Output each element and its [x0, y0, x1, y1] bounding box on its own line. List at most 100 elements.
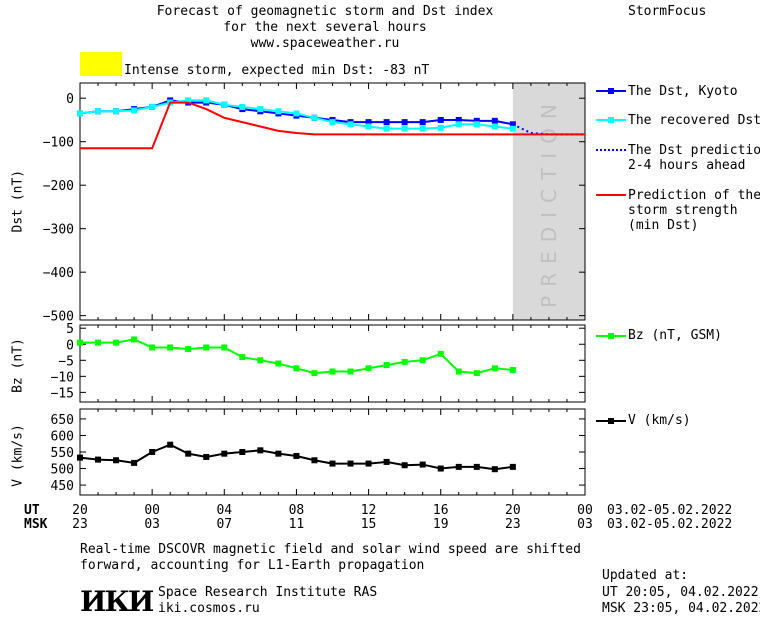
data-point — [275, 108, 282, 115]
ut-axis-label: UT — [24, 503, 40, 518]
data-point — [275, 360, 282, 367]
prediction-band — [512, 83, 585, 320]
legend-dst-prediction-line — [596, 149, 626, 151]
y-tick-label: −15 — [51, 386, 74, 401]
data-point — [365, 119, 372, 126]
dst-ylabel: Dst (nT) — [10, 169, 26, 233]
data-point — [203, 97, 210, 104]
footer-note-line2: forward, accounting for L1-Earth propaga… — [80, 558, 425, 573]
institute-site[interactable]: iki.cosmos.ru — [158, 601, 260, 616]
bz-ylabel: Bz (nT) — [10, 338, 26, 393]
y-tick-label: −300 — [43, 223, 74, 238]
msk-tick-label: 03 — [144, 517, 160, 532]
legend-dst-recovered-line — [596, 119, 626, 121]
data-point — [131, 107, 138, 114]
legend-dst-prediction-2: 2-4 hours ahead — [628, 158, 746, 173]
legend-bz-line — [596, 335, 626, 337]
data-point — [131, 459, 138, 466]
data-point — [257, 357, 264, 364]
data-point — [221, 101, 228, 108]
data-point — [491, 365, 498, 372]
panel-frame — [79, 408, 586, 496]
data-point — [113, 339, 120, 346]
data-point — [365, 460, 372, 467]
data-point — [149, 449, 156, 455]
data-point — [473, 370, 480, 377]
y-tick-label: 550 — [51, 446, 74, 461]
msk-tick-label: 19 — [433, 517, 449, 532]
data-point — [221, 450, 228, 457]
ut-tick-label: 00 — [577, 503, 593, 518]
msk-tick-label: 23 — [505, 517, 521, 532]
y-tick-label: −10 — [51, 370, 74, 385]
v-ylabel: V (km/s) — [10, 424, 26, 487]
data-point — [257, 106, 264, 113]
data-point — [401, 462, 408, 469]
data-point — [365, 123, 372, 130]
data-point — [311, 114, 318, 121]
data-point — [239, 354, 246, 361]
data-point — [113, 108, 120, 115]
y-tick-label: −200 — [43, 179, 74, 194]
msk-tick-label: 03 — [577, 517, 593, 532]
y-tick-label: 0 — [66, 338, 74, 353]
status-swatch — [80, 52, 122, 76]
data-point — [131, 336, 138, 343]
legend-storm-3: (min Dst) — [628, 218, 699, 233]
data-point — [473, 121, 480, 128]
data-point — [149, 103, 156, 110]
ut-tick-label: 08 — [289, 503, 305, 518]
legend-dst-kyoto-line — [596, 90, 626, 92]
data-point — [293, 110, 300, 117]
y-tick-label: 500 — [51, 463, 74, 478]
site-url[interactable]: www.spaceweather.ru — [250, 36, 400, 51]
data-point — [455, 121, 462, 128]
data-point — [455, 368, 462, 375]
data-point — [185, 97, 192, 104]
data-point — [437, 124, 444, 131]
data-point — [401, 125, 408, 132]
data-point — [419, 119, 426, 126]
legend-dst-prediction-1: The Dst prediction — [628, 143, 760, 158]
data-point — [491, 117, 498, 124]
data-point — [491, 123, 498, 130]
data-point — [509, 366, 516, 373]
legend-storm-2: storm strength — [628, 203, 738, 218]
ut-tick-label: 20 — [505, 503, 521, 518]
y-tick-label: 450 — [51, 479, 74, 494]
data-point — [455, 463, 462, 470]
data-point — [329, 368, 336, 375]
legend-dst-kyoto: The Dst, Kyoto — [628, 84, 738, 99]
updated-label: Updated at: — [602, 568, 689, 583]
data-point — [473, 117, 480, 124]
prediction-label: PREDICTION — [537, 95, 561, 308]
data-point — [329, 119, 336, 126]
data-point — [437, 465, 444, 472]
data-point — [311, 457, 318, 464]
ut-tick-label: 20 — [72, 503, 88, 518]
y-tick-label: 600 — [51, 429, 74, 444]
y-tick-label: −400 — [43, 266, 74, 281]
data-point — [77, 454, 83, 461]
data-point — [185, 346, 192, 353]
status-text: Intense storm, expected min Dst: -83 nT — [124, 63, 430, 78]
legend-bz: Bz (nT, GSM) — [628, 328, 722, 343]
data-point — [383, 362, 390, 369]
data-point — [419, 125, 426, 132]
data-point — [383, 458, 390, 465]
data-point — [473, 463, 480, 470]
data-point — [167, 441, 174, 448]
data-point — [509, 125, 516, 132]
data-point — [419, 357, 426, 364]
data-point — [275, 450, 282, 457]
legend-storm-line — [596, 194, 626, 196]
data-point — [203, 453, 210, 460]
data-point — [185, 450, 192, 457]
legend-dst-recovered: The recovered Dst — [628, 113, 760, 128]
data-point — [455, 116, 462, 123]
y-tick-label: −100 — [43, 136, 74, 151]
ut-tick-label: 16 — [433, 503, 449, 518]
data-point — [437, 116, 444, 123]
data-point — [383, 119, 390, 126]
data-point — [221, 344, 228, 351]
